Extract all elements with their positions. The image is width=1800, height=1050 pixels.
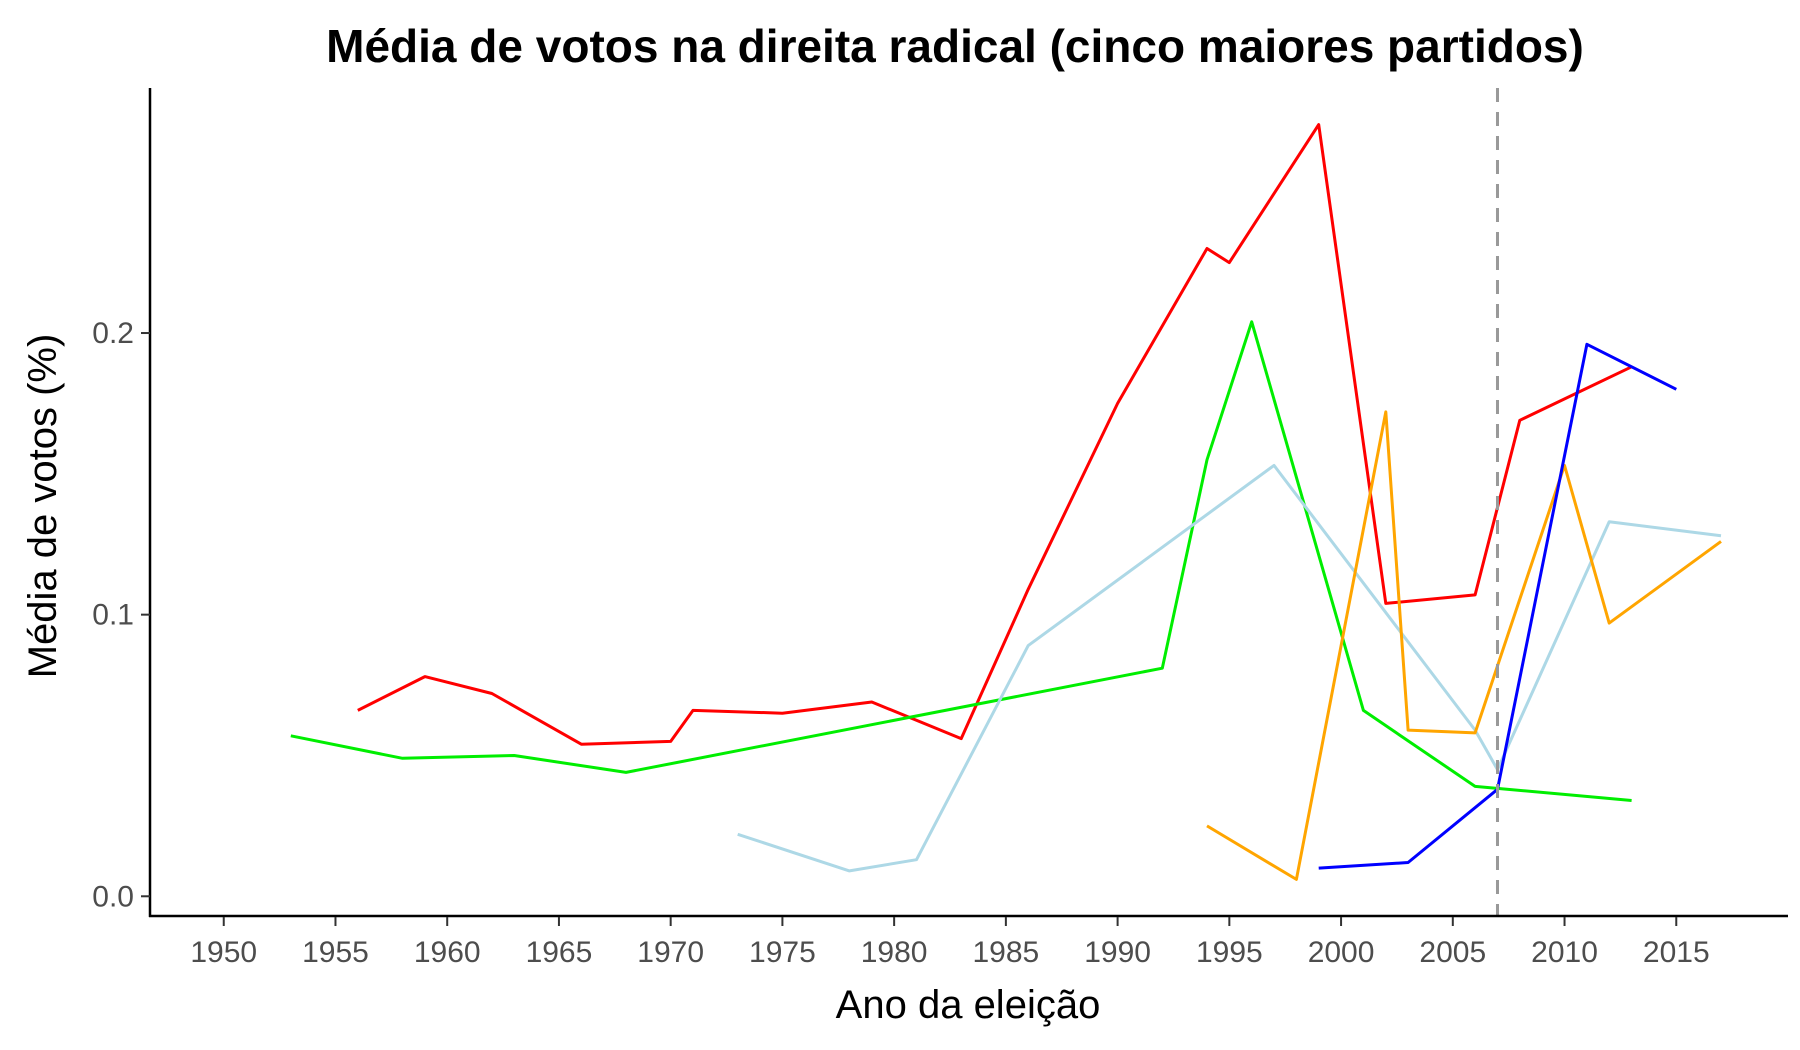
series-line-1 bbox=[357, 123, 1633, 746]
x-tick-label: 1990 bbox=[1084, 936, 1151, 969]
x-tick-label: 1955 bbox=[302, 936, 369, 969]
x-tick-label: 1960 bbox=[414, 936, 481, 969]
y-axis-title: Média de votos (%) bbox=[21, 334, 65, 679]
x-tick-label: 2015 bbox=[1643, 936, 1710, 969]
x-tick-label: 2000 bbox=[1308, 936, 1375, 969]
chart-title: Média de votos na direita radical (cinco… bbox=[326, 20, 1584, 72]
x-tick-label: 1950 bbox=[190, 936, 257, 969]
x-tick-label: 1975 bbox=[749, 936, 816, 969]
x-tick-label: 2010 bbox=[1531, 936, 1598, 969]
y-tick-label: 0.1 bbox=[92, 599, 134, 632]
plot-area bbox=[290, 88, 1722, 916]
y-tick-label: 0.0 bbox=[92, 880, 134, 913]
y-axis-ticks: 0.0 0.1 0.2 bbox=[92, 317, 150, 913]
x-tick-label: 1985 bbox=[972, 936, 1039, 969]
y-tick-label: 0.2 bbox=[92, 317, 134, 350]
x-tick-label: 1965 bbox=[526, 936, 593, 969]
x-tick-label: 2005 bbox=[1419, 936, 1486, 969]
series-line-4 bbox=[1206, 410, 1722, 881]
x-axis-title: Ano da eleição bbox=[836, 983, 1101, 1027]
series-line-2 bbox=[290, 320, 1632, 802]
x-tick-label: 1995 bbox=[1196, 936, 1263, 969]
x-tick-label: 1970 bbox=[637, 936, 704, 969]
series-line-3 bbox=[737, 463, 1722, 873]
x-tick-label: 1980 bbox=[861, 936, 928, 969]
x-axis-ticks: 1950 1955 1960 1965 1970 1975 1980 1985 1990 1995… bbox=[190, 917, 1710, 969]
